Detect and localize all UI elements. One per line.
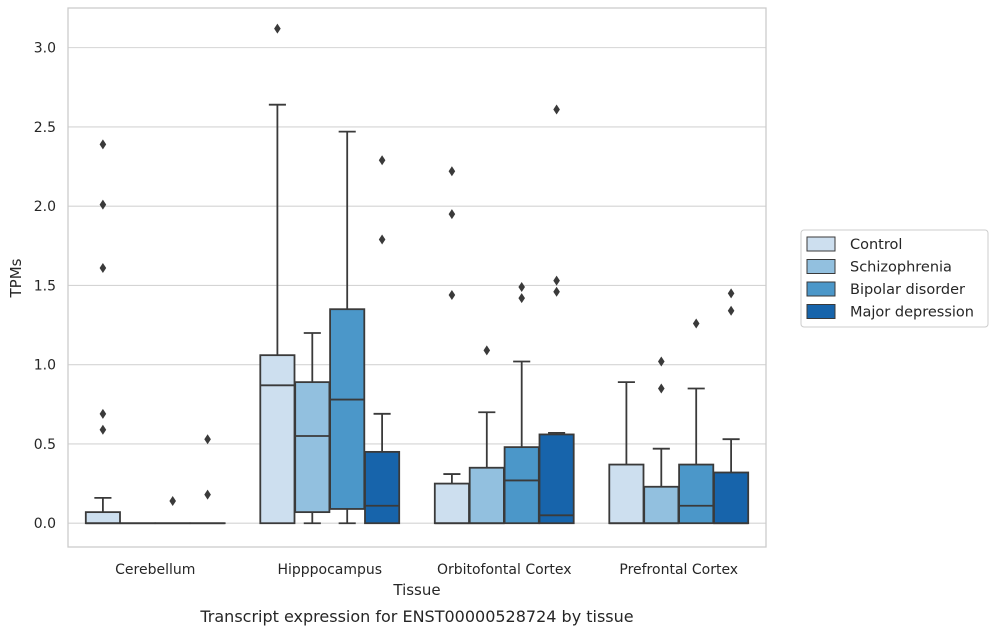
outlier-point: [99, 139, 107, 150]
box-iqr: [538, 433, 575, 525]
box-control: [608, 381, 645, 525]
box-iqr: [713, 471, 750, 525]
box-control: [84, 139, 121, 525]
box-iqr: [678, 463, 715, 525]
legend-label: Control: [850, 237, 902, 253]
x-tick-label: Prefrontal Cortex: [619, 562, 738, 578]
y-tick-label: 2.0: [34, 199, 56, 215]
box-iqr: [294, 381, 331, 514]
outlier-point: [448, 289, 456, 300]
box-iqr: [433, 482, 470, 525]
x-tick-label: Orbitofontal Cortex: [437, 562, 572, 578]
legend-label: Bipolar disorder: [850, 282, 965, 298]
outlier-point: [274, 23, 281, 34]
y-tick-labels: 0.0 0.5 1.0 1.5 2.0 2.5 3.0: [34, 41, 56, 533]
outlier-point: [518, 293, 525, 304]
outlier-point: [448, 166, 456, 177]
outlier-point: [658, 356, 665, 367]
box-schizophrenia: [643, 356, 680, 525]
box-iqr: [503, 446, 540, 525]
outlier-point: [378, 155, 386, 166]
plot-area: [68, 8, 766, 547]
y-tick-label: 0.0: [34, 516, 56, 532]
y-tick-label: 1.5: [34, 278, 56, 294]
box-iqr: [364, 450, 401, 525]
legend-swatch: [806, 259, 836, 274]
box-iqr: [259, 354, 296, 525]
outlier-point: [99, 424, 107, 435]
box-schizophrenia: [468, 345, 505, 525]
x-axis-label: Tissue: [392, 581, 440, 599]
box-bipolar-disorder: [329, 130, 366, 525]
outlier-point: [727, 288, 735, 299]
outlier-point: [204, 434, 211, 445]
y-tick-label: 0.5: [34, 437, 56, 453]
y-axis-label: TPMs: [7, 258, 25, 298]
outlier-point: [553, 104, 560, 115]
box-control: [433, 166, 470, 525]
legend-label: Major depression: [850, 305, 974, 321]
box-schizophrenia: [294, 332, 331, 525]
box-iqr: [329, 308, 366, 510]
box-major-depression: [538, 104, 575, 525]
outlier-point: [553, 286, 560, 297]
outlier-point: [553, 275, 560, 286]
plot-frame: [67, 7, 767, 548]
box-major-depression: [713, 288, 750, 525]
outlier-point: [448, 209, 456, 220]
box-major-depression: [364, 155, 401, 525]
legend-frame: [800, 229, 989, 328]
legend-swatch: [806, 281, 836, 297]
box-series: [84, 23, 750, 525]
x-tick-label: Hipppocampus: [277, 562, 382, 578]
y-tick-label: 3.0: [34, 41, 56, 57]
outlier-point: [99, 408, 107, 419]
box-major-depression: [189, 434, 226, 525]
outlier-point: [99, 199, 107, 210]
box-iqr: [468, 466, 505, 525]
outlier-point: [483, 345, 491, 356]
legend: Control Schizophrenia Bipolar disorder Majo…: [800, 229, 989, 328]
box-iqr: [643, 485, 680, 525]
outlier-point: [692, 318, 700, 329]
box-iqr: [608, 463, 645, 525]
outlier-point: [658, 383, 665, 394]
outlier-point: [204, 489, 211, 500]
box-control: [259, 23, 296, 525]
outlier-point: [99, 262, 107, 273]
box-iqr: [84, 511, 121, 525]
outlier-point: [169, 496, 176, 507]
y-tick-label: 2.5: [34, 120, 56, 136]
outlier-point: [727, 305, 735, 316]
outlier-point: [378, 234, 386, 245]
legend-label: Schizophrenia: [850, 260, 952, 276]
chart-caption: Transcript expression for ENST0000052872…: [199, 607, 633, 626]
outlier-point: [518, 282, 525, 293]
x-tick-label: Cerebellum: [115, 562, 195, 578]
legend-swatch: [806, 304, 836, 319]
x-tick-labels: Cerebellum Hipppocampus Orbitofontal Corte…: [115, 562, 738, 578]
box-bipolar-disorder: [503, 282, 540, 525]
legend-swatch: [806, 236, 836, 252]
y-tick-label: 1.0: [34, 358, 56, 374]
